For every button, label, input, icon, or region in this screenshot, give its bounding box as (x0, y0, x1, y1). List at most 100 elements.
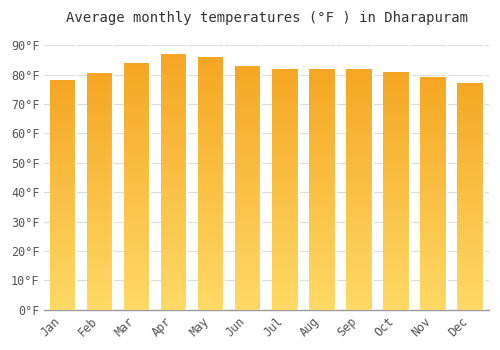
Bar (124, 256, 150, 260)
Bar (235, 192, 262, 196)
Bar (50, 214, 76, 218)
Bar (50, 153, 76, 157)
Bar (420, 205, 446, 209)
Bar (420, 170, 446, 174)
Bar (420, 163, 446, 167)
Bar (124, 67, 150, 71)
Bar (86, 183, 114, 188)
Bar (235, 147, 262, 151)
Bar (272, 217, 298, 221)
Bar (235, 212, 262, 216)
Bar (86, 77, 114, 81)
Bar (457, 136, 483, 140)
Bar (124, 231, 150, 236)
Bar (235, 94, 262, 98)
Bar (235, 188, 262, 192)
Bar (346, 213, 372, 217)
Bar (86, 81, 114, 85)
Bar (420, 220, 446, 225)
Bar (235, 139, 262, 143)
Bar (50, 302, 76, 306)
Bar (50, 210, 76, 214)
Bar (50, 268, 76, 272)
Bar (309, 85, 336, 89)
Bar (198, 272, 224, 276)
Bar (272, 258, 298, 261)
Bar (161, 92, 188, 97)
Bar (161, 195, 188, 199)
Bar (198, 179, 224, 183)
Bar (309, 137, 336, 141)
Bar (124, 281, 150, 285)
Bar (86, 306, 114, 310)
Bar (124, 104, 150, 108)
Bar (457, 106, 483, 110)
Bar (124, 285, 150, 289)
Bar (86, 211, 114, 215)
Bar (161, 280, 188, 284)
Bar (346, 209, 372, 213)
Bar (383, 218, 409, 222)
Bar (457, 121, 483, 125)
Bar (50, 88, 76, 92)
Bar (50, 222, 76, 226)
Bar (124, 141, 150, 145)
Bar (198, 297, 224, 301)
Bar (86, 243, 114, 247)
Bar (420, 201, 446, 205)
Bar (198, 217, 224, 221)
Bar (420, 271, 446, 275)
Bar (235, 155, 262, 159)
Bar (457, 91, 483, 95)
Bar (124, 92, 150, 96)
Bar (383, 127, 409, 131)
Bar (161, 190, 188, 195)
Bar (383, 286, 409, 290)
Bar (124, 198, 150, 203)
Bar (235, 204, 262, 208)
Bar (50, 195, 76, 199)
Bar (235, 131, 262, 135)
Bar (124, 116, 150, 120)
Bar (383, 215, 409, 218)
Bar (420, 302, 446, 306)
Bar (86, 89, 114, 93)
Bar (420, 282, 446, 287)
Bar (86, 191, 114, 195)
Bar (457, 117, 483, 121)
Bar (457, 280, 483, 283)
Bar (457, 83, 483, 87)
Bar (161, 79, 188, 84)
Bar (309, 185, 336, 189)
Bar (86, 108, 114, 112)
Bar (86, 294, 114, 298)
Bar (457, 170, 483, 174)
Bar (86, 148, 114, 152)
Bar (383, 250, 409, 254)
Bar (124, 264, 150, 268)
Bar (124, 145, 150, 149)
Bar (124, 215, 150, 219)
Bar (309, 294, 336, 298)
Bar (420, 143, 446, 147)
Bar (457, 166, 483, 170)
Bar (161, 275, 188, 280)
Bar (161, 216, 188, 220)
Bar (235, 208, 262, 212)
Bar (457, 113, 483, 117)
Bar (86, 282, 114, 286)
Bar (383, 238, 409, 242)
Bar (86, 270, 114, 274)
Bar (86, 164, 114, 168)
Bar (198, 183, 224, 188)
Bar (50, 275, 76, 279)
Bar (383, 151, 409, 155)
Bar (457, 204, 483, 208)
Bar (346, 274, 372, 278)
Bar (235, 159, 262, 163)
Bar (235, 66, 262, 70)
Bar (346, 157, 372, 161)
Bar (346, 121, 372, 125)
Bar (309, 133, 336, 137)
Bar (309, 117, 336, 121)
